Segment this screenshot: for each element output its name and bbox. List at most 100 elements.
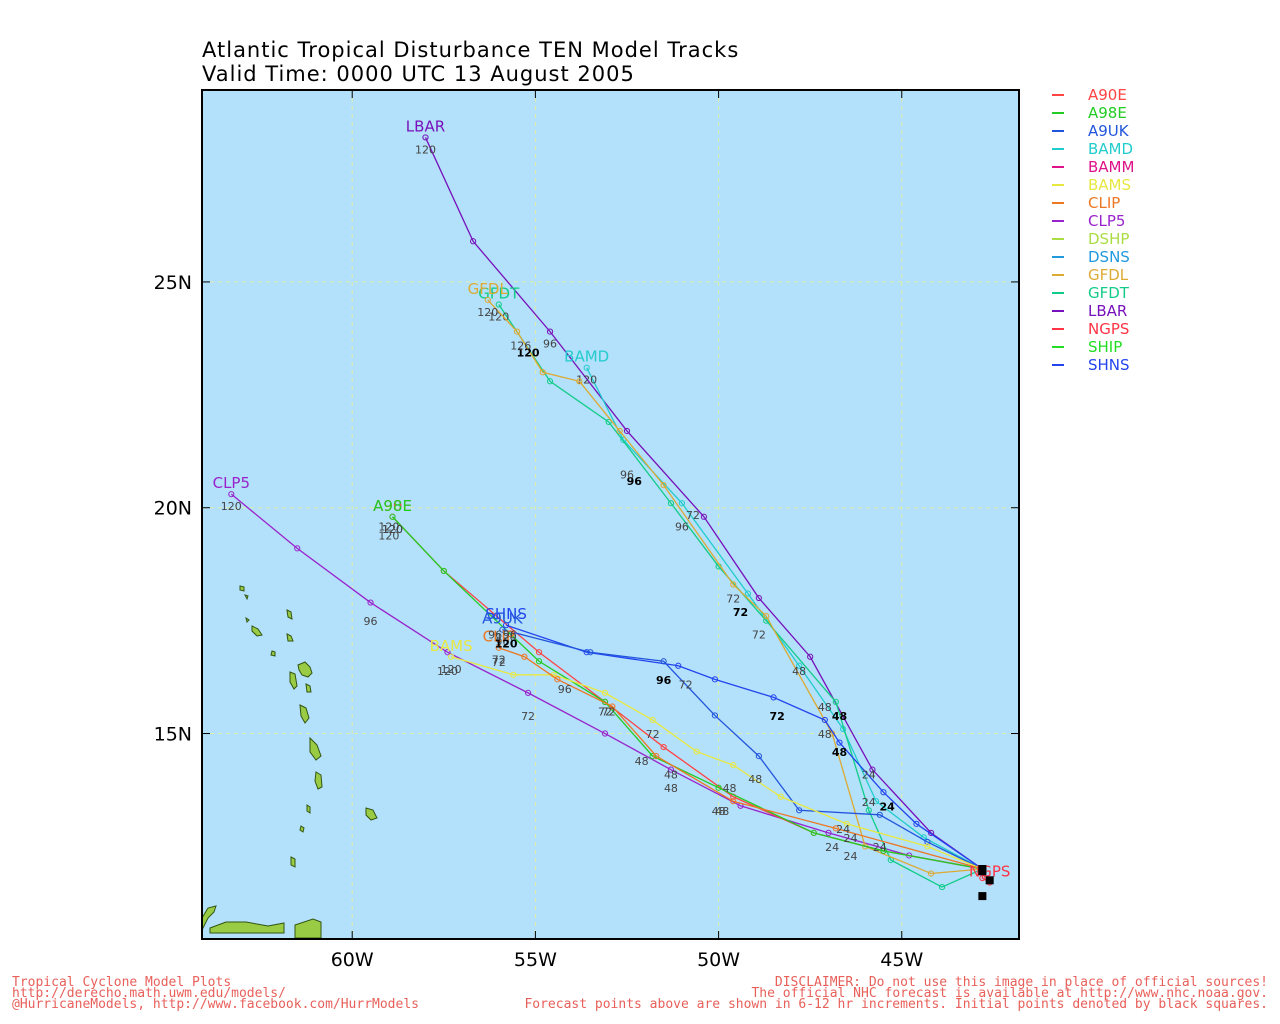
forecast-hour-label: 96 bbox=[620, 468, 634, 481]
forecast-point bbox=[938, 883, 946, 891]
forecast-point bbox=[535, 658, 543, 665]
track-label-a9uk: A9UK bbox=[482, 610, 524, 628]
forecast-hour-label: 48 bbox=[792, 665, 806, 678]
forecast-point bbox=[609, 703, 616, 710]
island-landmass bbox=[289, 671, 298, 690]
forecast-hour-label: 72 bbox=[598, 705, 612, 718]
forecast-hour-label: 24 bbox=[873, 841, 887, 854]
forecast-point bbox=[810, 829, 817, 836]
forecast-point bbox=[576, 378, 583, 385]
forecast-point bbox=[979, 874, 986, 882]
forecast-point bbox=[807, 653, 814, 660]
island-landmass bbox=[286, 609, 293, 620]
forecast-point bbox=[715, 784, 722, 791]
initial-point-square bbox=[985, 876, 994, 885]
track-end-hour-label: 120 bbox=[441, 663, 462, 676]
forecast-point bbox=[711, 676, 719, 683]
legend-swatch bbox=[1052, 364, 1064, 366]
forecast-hour-label: 24 bbox=[843, 832, 857, 845]
island-landmass bbox=[294, 918, 322, 939]
footer-right-line: The official NHC forecast is available a… bbox=[751, 986, 1268, 1001]
forecast-point bbox=[495, 301, 502, 308]
island-landmass bbox=[299, 825, 305, 833]
track-label-gfdl: GFDL bbox=[468, 280, 509, 298]
forecast-hour-label: 48 bbox=[723, 782, 737, 795]
legend-item-gfdt: GFDT bbox=[1052, 284, 1134, 302]
forecast-point bbox=[693, 748, 700, 755]
legend-label: A9UK bbox=[1088, 122, 1129, 140]
forecast-hour-label: 24 bbox=[862, 796, 876, 809]
forecast-hour-label: 96 bbox=[488, 629, 502, 642]
legend-label: DSHP bbox=[1088, 230, 1130, 248]
island-landmass bbox=[244, 594, 249, 601]
legend-swatch bbox=[1052, 112, 1064, 114]
legend-swatch bbox=[1052, 346, 1064, 348]
track-line-shns bbox=[505, 624, 983, 870]
legend-swatch bbox=[1052, 148, 1064, 150]
forecast-hour-label: 72 bbox=[646, 728, 660, 741]
legend-label: CLIP bbox=[1088, 194, 1121, 212]
forecast-point bbox=[422, 134, 429, 141]
forecast-point bbox=[583, 364, 590, 371]
forecast-point bbox=[924, 838, 931, 846]
legend-label: BAMM bbox=[1088, 158, 1135, 176]
legend-item-bamm: BAMM bbox=[1052, 158, 1134, 176]
forecast-point bbox=[796, 662, 803, 669]
legend-item-a98e: A98E bbox=[1052, 104, 1134, 122]
track-end-hour-label: 120 bbox=[576, 374, 597, 387]
island-landmass bbox=[297, 661, 313, 678]
forecast-hour-label: 120 bbox=[437, 665, 458, 678]
forecast-point bbox=[660, 482, 667, 489]
legend-label: BAMD bbox=[1088, 140, 1134, 158]
footer-credits: Tropical Cyclone Model Plots http://dere… bbox=[12, 976, 419, 1011]
forecast-point bbox=[675, 662, 682, 669]
forecast-point bbox=[924, 843, 931, 850]
forecast-hour-label: 72 bbox=[602, 705, 616, 718]
map-frame bbox=[201, 89, 1020, 940]
island-landmass bbox=[251, 625, 263, 637]
forecast-point bbox=[876, 811, 883, 818]
legend-item-a90e: A90E bbox=[1052, 86, 1134, 104]
island-landmass bbox=[270, 650, 276, 657]
forecast-point bbox=[448, 653, 455, 660]
forecast-point bbox=[873, 798, 880, 805]
legend-swatch bbox=[1052, 166, 1064, 168]
forecast-point bbox=[228, 491, 235, 498]
forecast-hour-label: 48 bbox=[832, 746, 847, 759]
forecast-point bbox=[730, 798, 737, 805]
forecast-point bbox=[777, 793, 784, 800]
forecast-hour-label: 96 bbox=[675, 520, 689, 533]
footer-disclaimer: DISCLAIMER: Do not use this image in pla… bbox=[524, 976, 1268, 1012]
plot-area: LBAR120CLP5120967248BAMD120GFDT120GFDL12… bbox=[202, 90, 1019, 939]
track-label-a98e: A98E bbox=[373, 497, 412, 515]
initial-point-square bbox=[978, 892, 987, 901]
forecast-point bbox=[700, 513, 708, 520]
island-landmass bbox=[305, 683, 312, 693]
track-end-hour-label: 120 bbox=[477, 306, 498, 319]
legend-swatch bbox=[1052, 202, 1064, 204]
forecast-point bbox=[796, 807, 803, 814]
legend-swatch bbox=[1052, 310, 1064, 312]
track-end-hour-label: 120 bbox=[221, 500, 242, 513]
legend-label: DSNS bbox=[1088, 248, 1130, 266]
forecast-point bbox=[367, 599, 374, 606]
track-line-gfdl bbox=[487, 299, 983, 875]
legend-label: GFDL bbox=[1088, 266, 1129, 284]
legend-label: SHNS bbox=[1088, 356, 1130, 374]
forecast-point bbox=[499, 626, 506, 633]
island-landmass bbox=[290, 856, 296, 868]
island-landmass bbox=[365, 807, 378, 821]
legend-label: NGPS bbox=[1088, 320, 1130, 338]
legend-label: A90E bbox=[1088, 86, 1127, 104]
chart-title-line2: Valid Time: 0000 UTC 13 August 2005 bbox=[202, 62, 635, 86]
forecast-point bbox=[521, 653, 528, 660]
footer-left-line: http://derecho.math.uwm.edu/models/ bbox=[12, 986, 286, 1001]
forecast-point bbox=[510, 671, 517, 678]
footer-right-line: Forecast points above are shown in 6-12 … bbox=[524, 997, 1268, 1012]
forecast-point bbox=[667, 766, 675, 773]
forecast-point bbox=[294, 545, 301, 552]
forecast-point bbox=[623, 427, 631, 435]
forecast-point bbox=[843, 820, 850, 827]
forecast-hour-label: 48 bbox=[635, 755, 649, 768]
forecast-hour-label: 24 bbox=[843, 850, 857, 863]
